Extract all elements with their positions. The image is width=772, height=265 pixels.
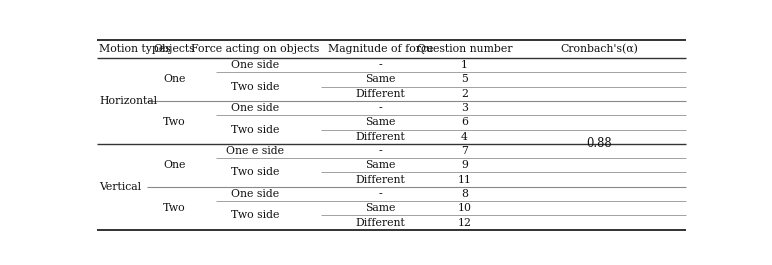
Text: One: One (163, 160, 185, 170)
Text: Objects: Objects (154, 44, 195, 54)
Text: 4: 4 (461, 132, 468, 142)
Text: Vertical: Vertical (100, 182, 141, 192)
Text: Horizontal: Horizontal (100, 96, 157, 106)
Text: Cronbach's(α): Cronbach's(α) (560, 44, 638, 54)
Text: 1: 1 (461, 60, 468, 70)
Text: Same: Same (365, 74, 396, 85)
Text: Different: Different (356, 175, 405, 185)
Text: One side: One side (231, 189, 279, 199)
Text: 10: 10 (458, 203, 472, 213)
Text: 9: 9 (461, 160, 468, 170)
Text: Two side: Two side (231, 82, 279, 92)
Text: Different: Different (356, 132, 405, 142)
Text: Same: Same (365, 160, 396, 170)
Text: 11: 11 (458, 175, 472, 185)
Text: One side: One side (231, 60, 279, 70)
Text: Different: Different (356, 89, 405, 99)
Text: One: One (163, 74, 185, 85)
Text: 3: 3 (461, 103, 468, 113)
Text: -: - (379, 103, 382, 113)
Text: 5: 5 (461, 74, 468, 85)
Text: Force acting on objects: Force acting on objects (191, 44, 319, 54)
Text: Two side: Two side (231, 125, 279, 135)
Text: Two side: Two side (231, 167, 279, 178)
Text: One side: One side (231, 103, 279, 113)
Text: Same: Same (365, 117, 396, 127)
Text: 12: 12 (458, 218, 472, 228)
Text: -: - (379, 189, 382, 199)
Text: Same: Same (365, 203, 396, 213)
Text: Motion types: Motion types (100, 44, 171, 54)
Text: Two: Two (163, 117, 185, 127)
Text: Magnitude of force: Magnitude of force (328, 44, 433, 54)
Text: 6: 6 (461, 117, 468, 127)
Text: Question number: Question number (417, 44, 512, 54)
Text: 7: 7 (461, 146, 468, 156)
Text: Different: Different (356, 218, 405, 228)
Text: Two side: Two side (231, 210, 279, 220)
Text: 2: 2 (461, 89, 468, 99)
Text: 8: 8 (461, 189, 468, 199)
Text: Two: Two (163, 203, 185, 213)
Text: One e side: One e side (226, 146, 284, 156)
Text: -: - (379, 60, 382, 70)
Text: -: - (379, 146, 382, 156)
Text: 0.88: 0.88 (586, 137, 612, 150)
